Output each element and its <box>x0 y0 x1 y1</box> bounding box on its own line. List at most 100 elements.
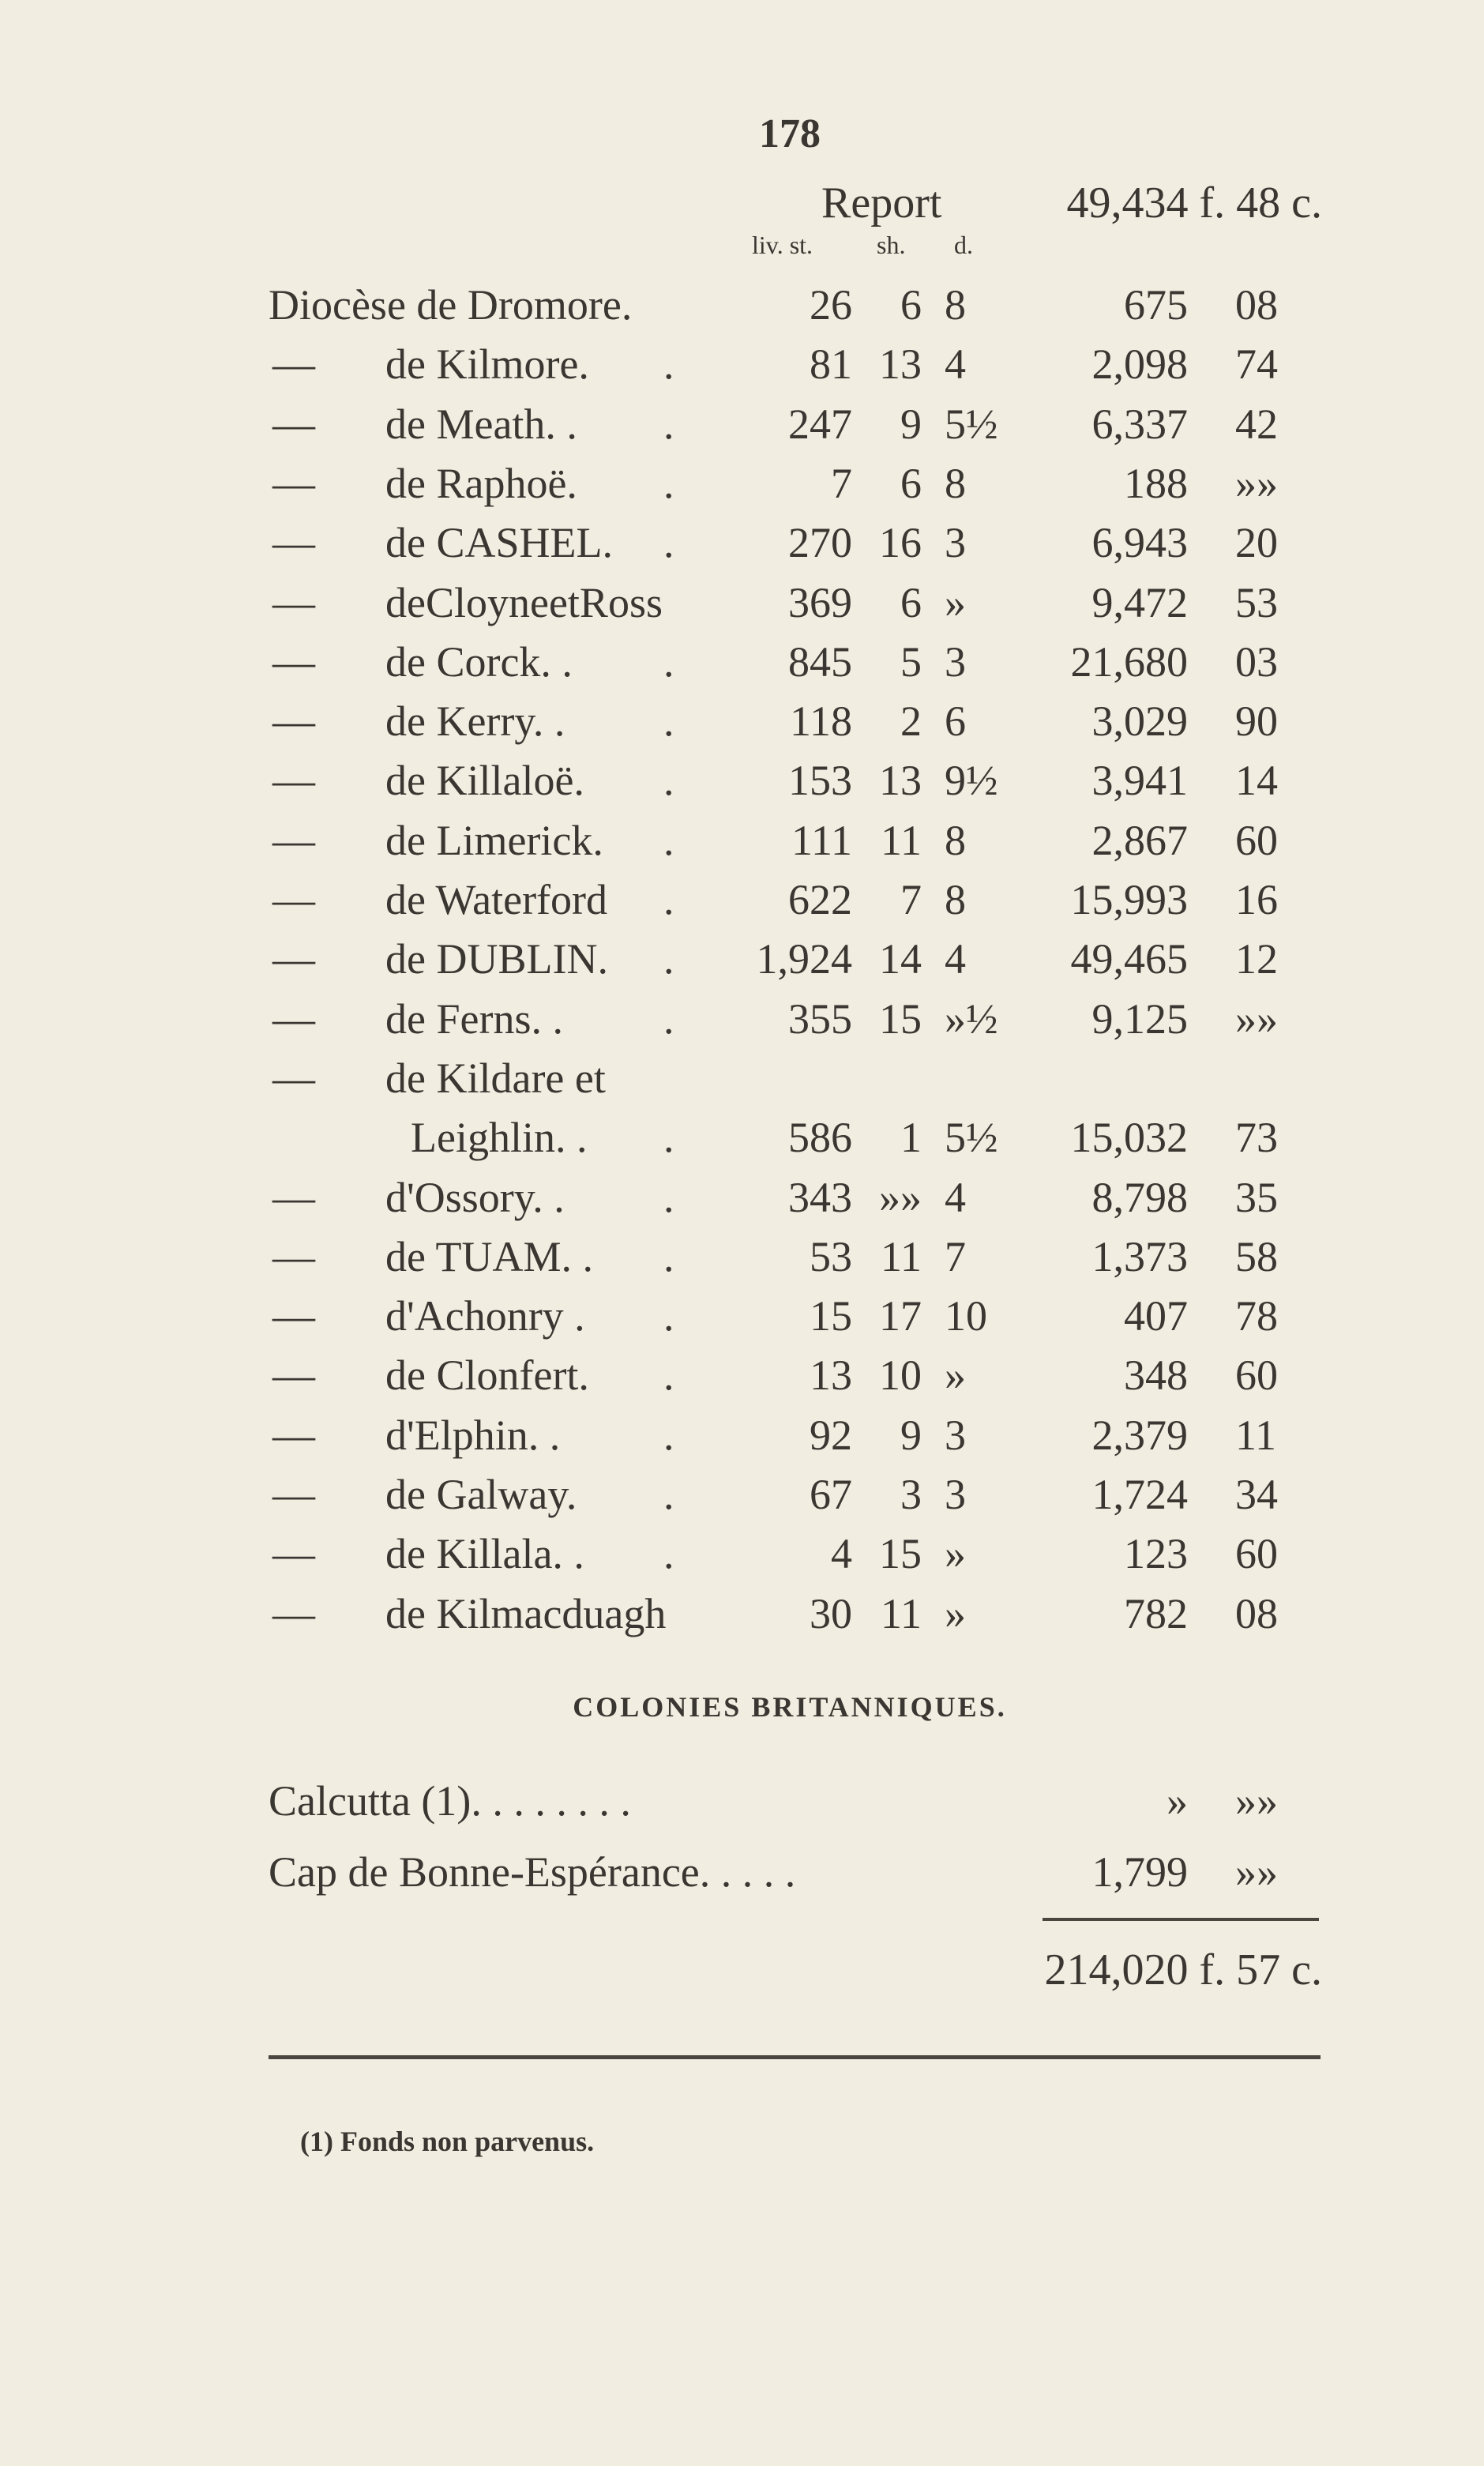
diocese-name: de Kilmore. <box>385 340 589 389</box>
leader-dot: . <box>663 1530 674 1578</box>
shillings-value: 9 <box>900 1411 922 1459</box>
francs-value: 123 <box>1124 1530 1188 1578</box>
shillings-value: 6 <box>900 459 922 507</box>
pence-value: 3 <box>945 637 966 686</box>
pence-value: 8 <box>945 876 966 923</box>
dash: — <box>272 519 315 567</box>
dash: — <box>272 1173 315 1221</box>
leader-dot: . <box>663 1351 674 1400</box>
cents-value: 60 <box>1235 1530 1278 1578</box>
pence-value: 7 <box>945 1232 966 1280</box>
shillings-value: 6 <box>900 281 922 329</box>
francs-value: 9,472 <box>1091 578 1189 626</box>
diocese-name: de Ferns. . <box>385 994 563 1043</box>
pence-value: 4 <box>945 340 966 389</box>
section-heading-colonies: COLONIES BRITANNIQUES. <box>573 1691 1007 1723</box>
shillings-value: 14 <box>879 935 922 983</box>
cents-value: »» <box>1235 1777 1278 1825</box>
diocese-name: de Kildare et <box>385 1054 606 1102</box>
cents-value: 08 <box>1235 1589 1278 1637</box>
shillings-value: 7 <box>900 876 922 923</box>
francs-value: 15,032 <box>1070 1114 1189 1162</box>
francs-value: 15,993 <box>1070 876 1189 923</box>
francs-value: 188 <box>1124 459 1188 507</box>
pence-value: 8 <box>945 459 966 507</box>
diocese-name: d'Elphin. . <box>385 1411 561 1459</box>
francs-value: 1,373 <box>1091 1232 1189 1280</box>
francs-value: 21,680 <box>1070 637 1189 686</box>
shillings-value: 11 <box>881 816 922 864</box>
dash: — <box>272 816 315 864</box>
livres-value: 1,924 <box>756 935 853 983</box>
francs-value: 9,125 <box>1091 994 1189 1043</box>
column-header-livres: liv. st. <box>752 231 813 259</box>
pence-value: 5½ <box>945 400 998 448</box>
pence-value: 5½ <box>945 1114 998 1162</box>
dash: — <box>272 1411 315 1459</box>
cents-value: 34 <box>1235 1471 1278 1518</box>
shillings-value: 3 <box>900 1471 922 1518</box>
dash: — <box>272 1232 315 1280</box>
francs-value: 1,724 <box>1091 1471 1189 1518</box>
table-row: — de Killaloë.. 153 13 9½ 3,941 14 <box>0 752 1484 809</box>
pence-value: » <box>945 578 966 626</box>
francs-value: 407 <box>1124 1292 1188 1340</box>
table-row-colony: Calcutta (1). . . . . . . . » »» <box>0 1772 1484 1829</box>
diocese-name: de DUBLIN. <box>385 935 608 983</box>
cents-value: 74 <box>1235 340 1278 389</box>
diocese-name: de Kilmacduagh <box>385 1589 667 1637</box>
diocese-name: de Meath. . <box>385 400 577 448</box>
report-label: Report <box>821 179 942 227</box>
grand-total: 214,020 f. 57 c. <box>1044 1945 1322 1994</box>
table-row: — de Kildare et <box>0 1050 1484 1107</box>
pence-value: 3 <box>945 1411 966 1459</box>
table-row: — de Kilmore.. 81 13 4 2,098 74 <box>0 336 1484 393</box>
table-row: — de Killala. .. 4 15 » 123 60 <box>0 1525 1484 1582</box>
pence-value: 8 <box>945 281 966 329</box>
cents-value: 78 <box>1235 1292 1278 1340</box>
diocese-name: Diocèse de Dromore. <box>269 281 633 329</box>
cents-value: 14 <box>1235 757 1278 805</box>
table-row: — de Corck. .. 845 5 3 21,680 03 <box>0 633 1484 690</box>
francs-value: 3,941 <box>1091 757 1189 805</box>
livres-value: 153 <box>788 757 852 805</box>
livres-value: 53 <box>810 1232 852 1280</box>
francs-value: 782 <box>1124 1589 1188 1637</box>
leader-dot: . <box>663 1292 674 1340</box>
leader-dot: . <box>663 1232 674 1280</box>
dash: — <box>272 1054 315 1102</box>
livres-value: 118 <box>790 697 852 746</box>
table-row: — de Waterford. 622 7 8 15,993 16 <box>0 871 1484 928</box>
report-value: 49,434 f. 48 c. <box>1066 179 1322 227</box>
colony-name: Calcutta (1). . . . . . . . <box>269 1777 631 1825</box>
diocese-name: de Killala. . <box>385 1530 584 1578</box>
table-row: — de Ferns. .. 355 15 »½ 9,125 »» <box>0 991 1484 1047</box>
diocese-name: deCloyneetRoss <box>385 578 663 626</box>
table-row: Leighlin. .. 586 1 5½ 15,032 73 <box>0 1109 1484 1166</box>
dash: — <box>272 935 315 983</box>
francs-value: 6,943 <box>1091 519 1189 567</box>
sum-rule <box>1043 1918 1319 1921</box>
shillings-value: 6 <box>900 578 922 626</box>
livres-value: 247 <box>788 400 852 448</box>
dash: — <box>272 697 315 746</box>
diocese-name: de Clonfert. <box>385 1351 589 1400</box>
leader-dot: . <box>663 340 674 389</box>
livres-value: 111 <box>791 816 852 864</box>
leader-dot: . <box>663 697 674 746</box>
livres-value: 355 <box>788 994 852 1043</box>
table-row: — de CASHEL.. 270 16 3 6,943 20 <box>0 514 1484 571</box>
francs-value: 6,337 <box>1091 400 1189 448</box>
table-row: — de Limerick.. 111 11 8 2,867 60 <box>0 812 1484 869</box>
table-row: — deCloyneetRoss 369 6 » 9,472 53 <box>0 574 1484 631</box>
francs-value: 3,029 <box>1091 697 1189 746</box>
shillings-value: 11 <box>881 1589 922 1637</box>
pence-value: 9½ <box>945 757 998 805</box>
dash: — <box>272 1530 315 1578</box>
dash: — <box>272 1471 315 1518</box>
dash: — <box>272 1589 315 1637</box>
cents-value: 42 <box>1235 400 1278 448</box>
shillings-value: 11 <box>881 1232 922 1280</box>
livres-value: 15 <box>810 1292 852 1340</box>
livres-value: 7 <box>831 459 852 507</box>
